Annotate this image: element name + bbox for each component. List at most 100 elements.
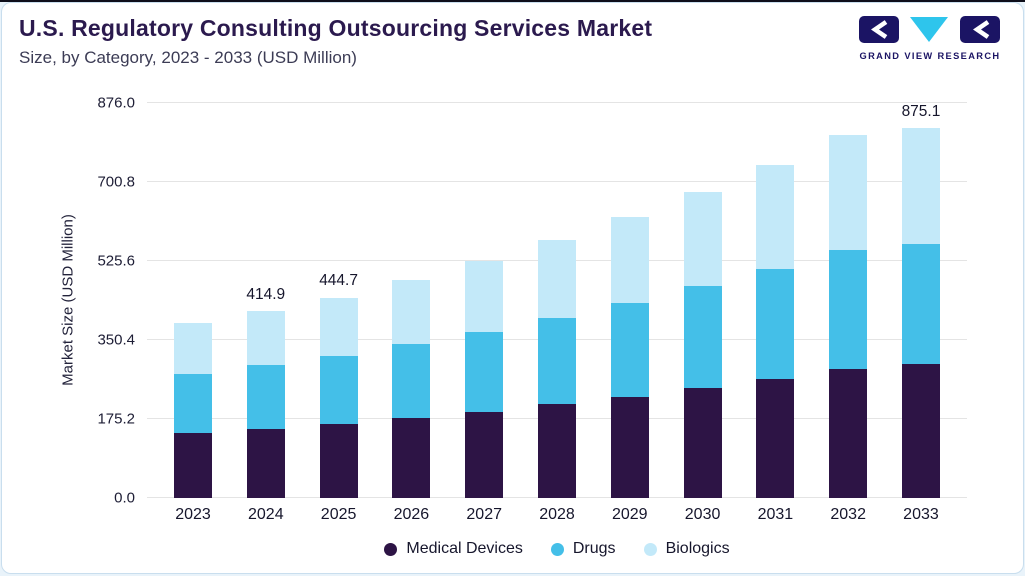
grand-view-research-logo-icon: GRAND VIEW RESEARCH xyxy=(859,16,1001,62)
bar-group-2028 xyxy=(523,103,591,498)
bar-group-2026 xyxy=(377,103,445,498)
legend-swatch-icon xyxy=(550,542,564,556)
bar-segment-medical-devices xyxy=(246,428,285,498)
x-axis-label: 2027 xyxy=(466,506,502,523)
logo-right-chevron-icon xyxy=(973,20,990,39)
bar-segment-drugs xyxy=(319,356,358,425)
chart-title: U.S. Regulatory Consulting Outsourcing S… xyxy=(19,15,653,41)
bar-segment-drugs xyxy=(610,302,649,397)
legend-label: Biologics xyxy=(665,540,730,557)
bar-segment-drugs xyxy=(901,244,940,365)
bar-segment-medical-devices xyxy=(392,418,431,498)
gridline xyxy=(147,181,967,182)
logo-text: GRAND VIEW RESEARCH xyxy=(860,51,1001,62)
bar-segment-medical-devices xyxy=(901,364,940,498)
bar-stack xyxy=(246,310,285,498)
logo-left-tile-icon xyxy=(859,16,899,43)
legend-swatch-icon xyxy=(384,542,398,556)
bar-stack xyxy=(610,216,649,498)
bar-segment-drugs xyxy=(174,373,212,434)
x-axis-label: 2024 xyxy=(248,506,284,523)
y-tick-label: 525.6 xyxy=(97,252,135,270)
bars-row: 414.9 444.7 875.1 xyxy=(147,103,967,498)
bar-stack xyxy=(392,279,431,498)
bar-segment-biologics xyxy=(901,128,940,245)
bar-segment-biologics xyxy=(392,279,431,345)
top-border-line xyxy=(0,0,1025,2)
bar-group-2030 xyxy=(669,103,737,498)
x-axis-label: 2029 xyxy=(611,506,648,523)
logo-triangle-icon xyxy=(910,17,948,42)
bar-stack xyxy=(319,297,358,498)
bar-segment-medical-devices xyxy=(174,433,212,498)
bar-group-2031 xyxy=(741,103,809,498)
bar-segment-medical-devices xyxy=(683,388,722,498)
bar-segment-medical-devices xyxy=(319,424,358,498)
bar-segment-drugs xyxy=(465,331,504,412)
x-axis-label: 2032 xyxy=(830,506,866,523)
x-axis-label: 2031 xyxy=(757,506,794,523)
legend-item-drugs: Drugs xyxy=(550,540,616,558)
bar-segment-medical-devices xyxy=(465,411,504,498)
y-tick-label: 175.2 xyxy=(97,410,135,428)
bar-stack xyxy=(537,239,576,498)
bar-segment-biologics xyxy=(756,164,795,270)
bar-group-2027 xyxy=(450,103,518,498)
legend-label: Medical Devices xyxy=(406,540,523,557)
bar-segment-medical-devices xyxy=(829,369,868,498)
bar-segment-drugs xyxy=(829,249,868,370)
brand-logo: GRAND VIEW RESEARCH xyxy=(858,13,1003,70)
bar-stack xyxy=(901,128,940,498)
legend-label: Drugs xyxy=(572,540,616,557)
bar-segment-medical-devices xyxy=(756,379,795,498)
y-tick-label: 0.0 xyxy=(114,489,135,507)
bar-segment-biologics xyxy=(537,239,576,318)
bar-stack xyxy=(683,191,722,498)
bar-segment-biologics xyxy=(319,297,358,357)
bar-stack xyxy=(174,323,212,498)
bar-segment-drugs xyxy=(756,269,795,380)
x-axis-label: 2023 xyxy=(175,506,211,523)
bar-group-2032 xyxy=(814,103,882,498)
gridline xyxy=(147,102,967,103)
bar-segment-drugs xyxy=(683,286,722,389)
bar-segment-medical-devices xyxy=(610,396,649,498)
y-tick-label: 700.8 xyxy=(97,173,135,191)
logo-left-chevron-icon xyxy=(871,20,888,39)
bar-segment-medical-devices xyxy=(537,404,576,498)
bar-segment-biologics xyxy=(683,191,722,287)
bar-group-2024: 414.9 xyxy=(232,103,300,498)
legend-item-medical-devices: Medical Devices xyxy=(384,540,523,558)
bar-stack xyxy=(756,164,795,498)
y-tick-label: 876.0 xyxy=(97,94,135,112)
x-axis-label: 2026 xyxy=(393,506,430,523)
x-axis-label: 2030 xyxy=(684,506,721,523)
y-tick-label: 350.4 xyxy=(97,331,135,349)
legend-swatch-icon xyxy=(643,542,657,556)
bar-group-2023 xyxy=(159,103,227,498)
x-axis-label: 2033 xyxy=(903,506,939,523)
x-axis-labels: 2023 2024 2025 2026 2027 2028 2029 2030 2031 2032… xyxy=(147,506,967,524)
bar-segment-biologics xyxy=(829,135,868,250)
bar-stack xyxy=(465,260,504,498)
bar-segment-biologics xyxy=(246,310,285,366)
legend-item-biologics: Biologics xyxy=(643,540,730,558)
bar-value-label: 875.1 xyxy=(901,103,941,120)
x-axis-label: 2025 xyxy=(320,506,357,523)
bar-stack xyxy=(829,135,868,498)
bar-group-2033: 875.1 xyxy=(887,103,955,498)
bar-group-2025: 444.7 xyxy=(305,103,373,498)
bar-segment-drugs xyxy=(392,344,431,419)
chart-subtitle: Size, by Category, 2023 - 2033 (USD Mill… xyxy=(19,48,357,67)
bar-segment-biologics xyxy=(465,260,504,332)
bar-value-label: 414.9 xyxy=(246,285,286,303)
bar-segment-drugs xyxy=(537,317,576,405)
legend: Medical Devices Drugs Biologics xyxy=(147,540,967,558)
y-axis-ticks: 0.0 175.2 350.4 525.6 700.8 876.0 xyxy=(57,95,137,507)
bar-segment-biologics xyxy=(174,323,212,374)
plot-area: 414.9 444.7 875.1 xyxy=(147,102,967,498)
bar-segment-biologics xyxy=(610,216,649,303)
chart-header: U.S. Regulatory Consulting Outsourcing S… xyxy=(19,15,652,68)
bar-group-2029 xyxy=(596,103,664,498)
